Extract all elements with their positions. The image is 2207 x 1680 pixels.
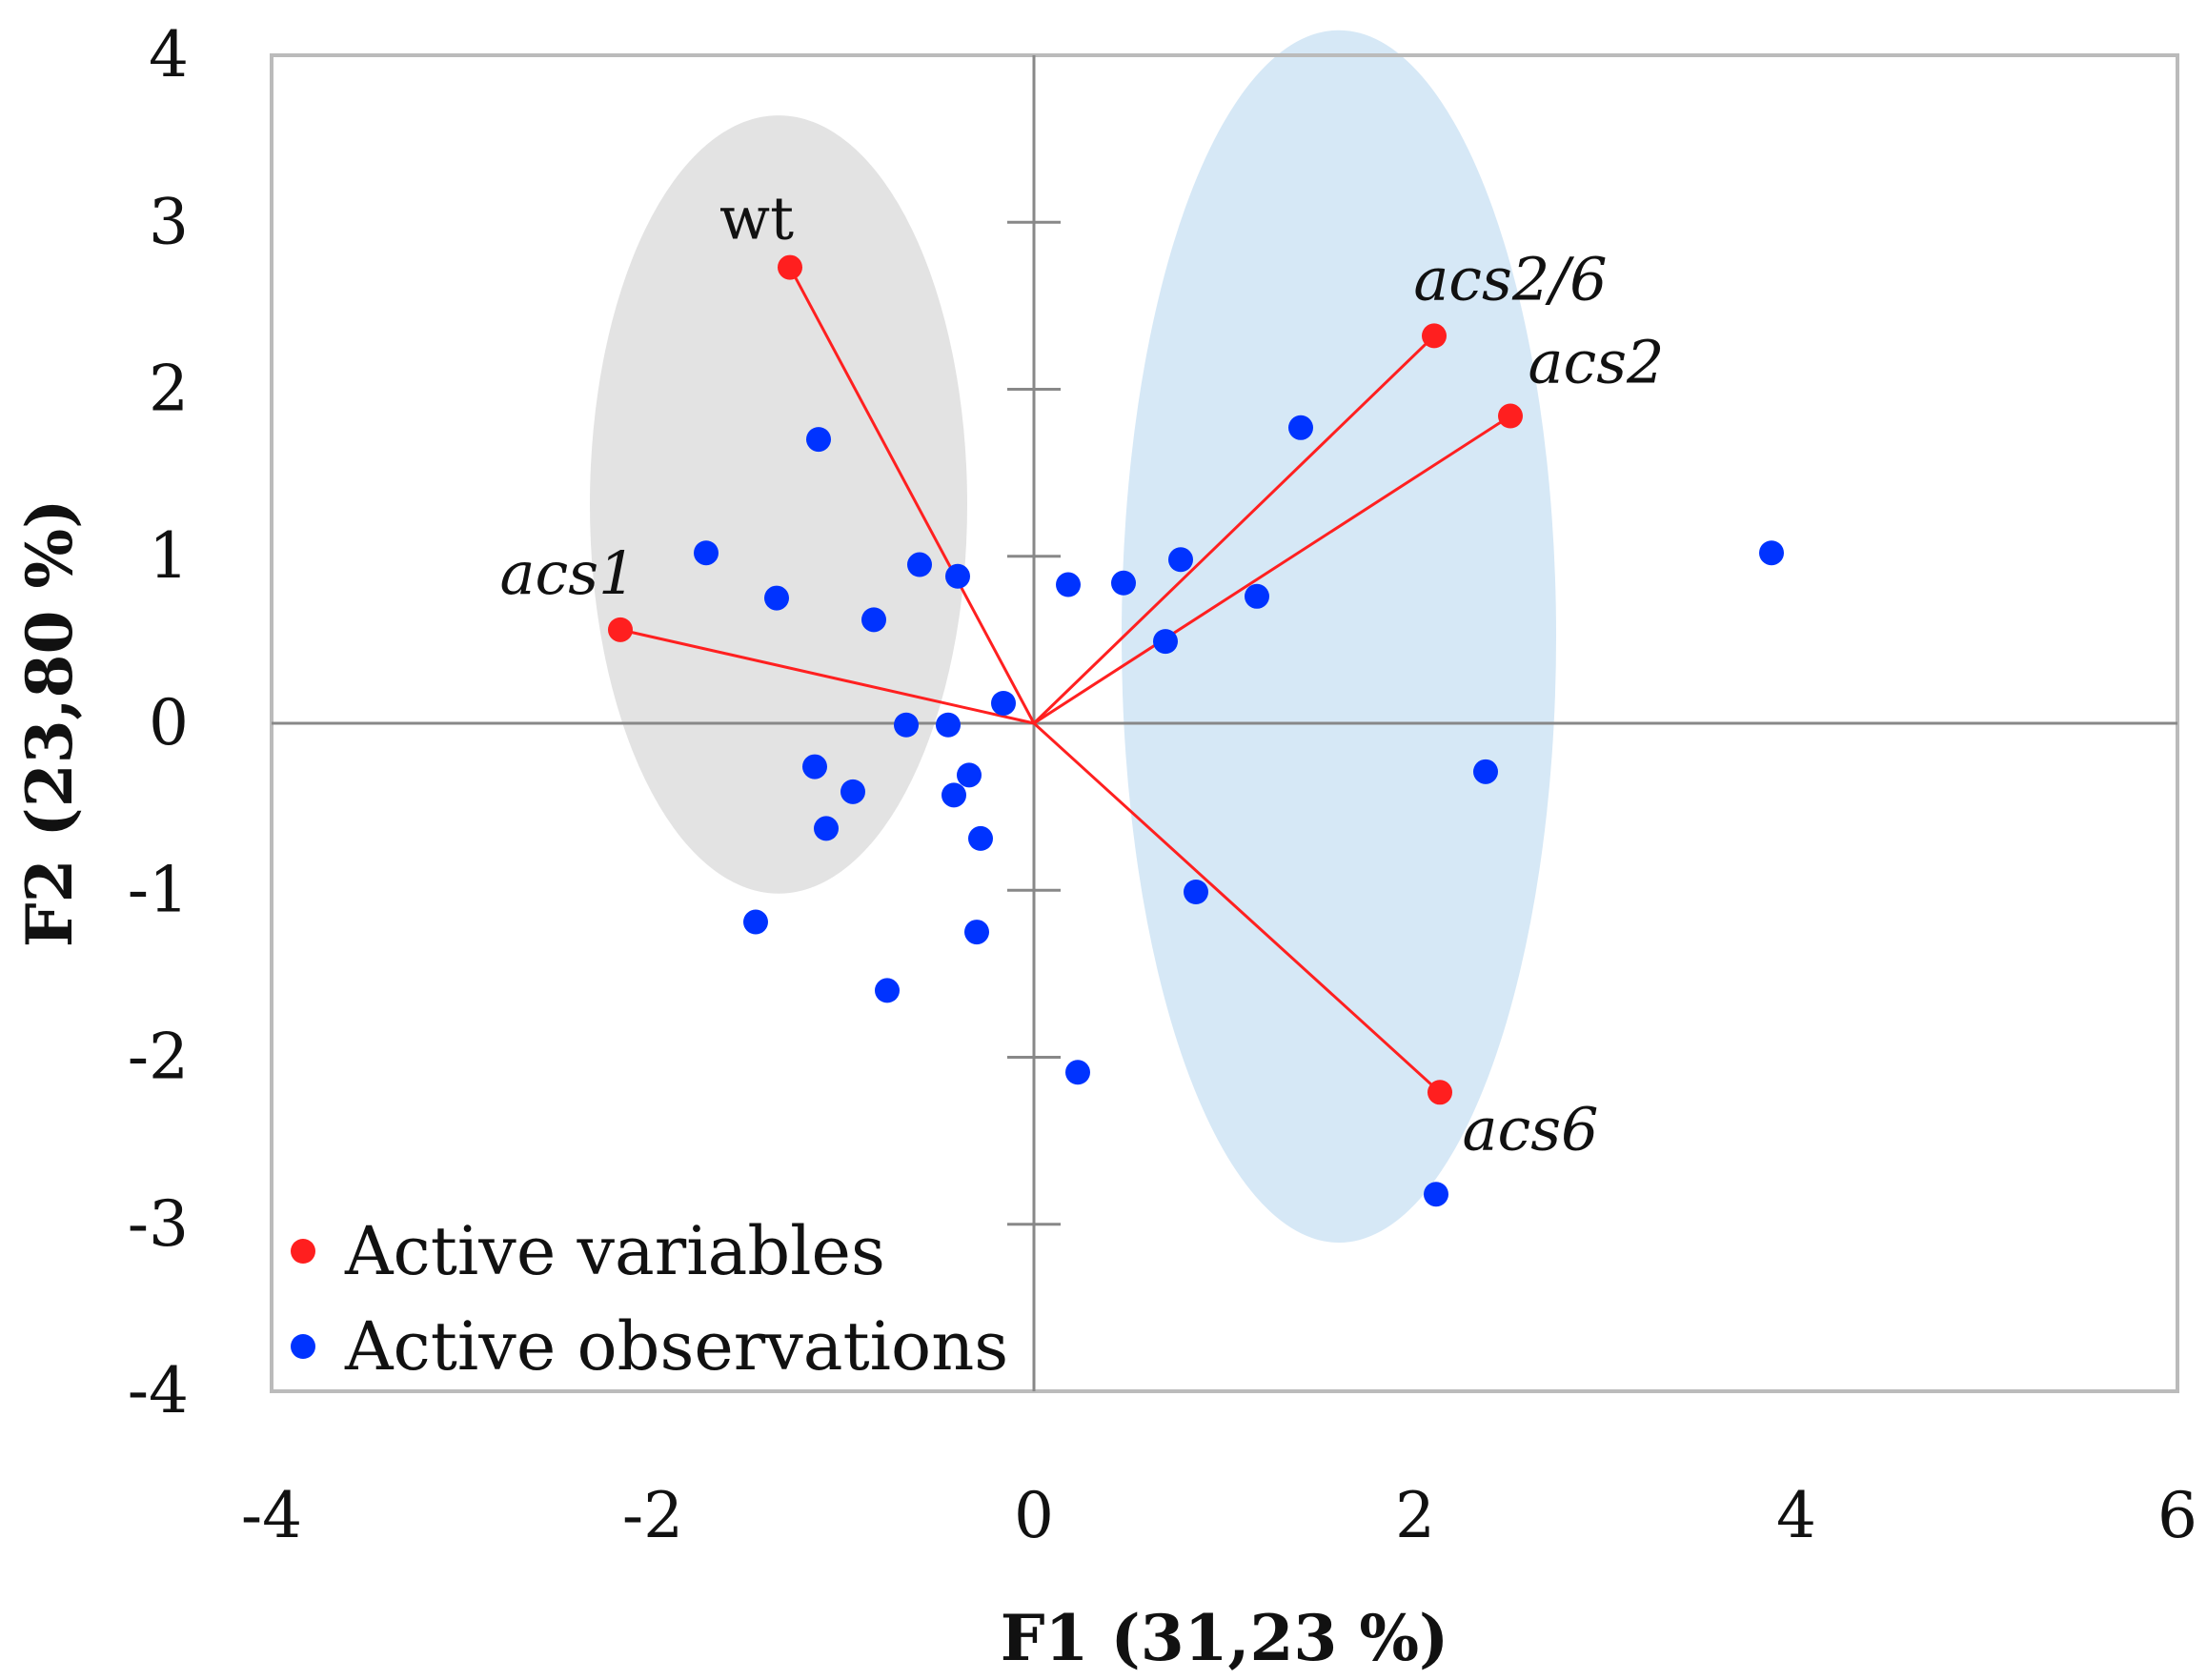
- x-tick-label: -4: [241, 1479, 302, 1552]
- y-axis-title: F2 (23,80 %): [12, 499, 87, 948]
- variable-point: [1498, 403, 1523, 429]
- group-ellipses: [590, 30, 1556, 1244]
- y-tick-label: 4: [149, 18, 189, 91]
- x-tick-label: 4: [1776, 1479, 1816, 1552]
- y-tick-label: -4: [128, 1354, 189, 1427]
- variable-label: acs2/6: [1413, 244, 1607, 314]
- observation-point: [802, 754, 827, 779]
- blue-group-ellipse: [1122, 30, 1556, 1244]
- observation-point: [861, 607, 886, 633]
- observation-point: [1153, 629, 1178, 655]
- y-tick-label: 2: [149, 353, 189, 426]
- legend-marker-observations: [291, 1334, 315, 1359]
- y-tick-label: 1: [149, 519, 189, 593]
- variable-vector: [619, 628, 1035, 725]
- observation-point: [875, 978, 900, 1003]
- observation-point: [991, 690, 1016, 716]
- x-tick-label: -2: [622, 1479, 683, 1552]
- x-axis-title: F1 (31,23 %): [1001, 1601, 1449, 1675]
- observation-point: [942, 782, 966, 808]
- variable-vector: [1032, 721, 1442, 1094]
- observation-point: [764, 585, 789, 611]
- y-tick-label: -1: [128, 853, 189, 926]
- observation-point: [1056, 572, 1081, 597]
- variable-point: [608, 617, 633, 642]
- observation-point: [1424, 1182, 1448, 1207]
- x-tick-label: 6: [2157, 1479, 2197, 1552]
- observation-point: [1759, 540, 1784, 566]
- observation-point: [694, 540, 719, 566]
- variable-label: acs1: [500, 538, 637, 608]
- observation-point: [907, 552, 932, 577]
- observation-point: [840, 779, 865, 804]
- y-tick-label: 3: [149, 185, 189, 258]
- variable-point: [778, 254, 802, 280]
- y-tick-label: 0: [149, 686, 189, 759]
- observation-point: [1245, 583, 1269, 609]
- observation-point: [1065, 1060, 1090, 1085]
- observation-point: [814, 816, 839, 841]
- tick-labels: -4 -2 0 2 4 6 -4 -3 -2 -1 0 1 2 3 4: [128, 18, 2197, 1552]
- observation-point: [936, 712, 961, 738]
- variable-labels: wt acs2/6 acs2 acs1 acs6: [500, 184, 1665, 1164]
- observation-points: [694, 415, 1784, 1207]
- observation-point: [1168, 547, 1193, 573]
- legend-marker-variables: [291, 1239, 315, 1264]
- observation-point: [1184, 880, 1208, 905]
- variable-vector: [1033, 415, 1511, 725]
- y-tick-label: -3: [128, 1187, 189, 1261]
- legend-label-variables: Active variables: [344, 1212, 885, 1290]
- variable-vector: [788, 266, 1036, 724]
- y-tick-label: -2: [128, 1021, 189, 1094]
- variable-label: acs2: [1529, 328, 1665, 397]
- x-tick-label: 0: [1014, 1479, 1054, 1552]
- variable-vectors: [619, 266, 1511, 1094]
- gray-group-ellipse: [590, 115, 967, 894]
- observation-point: [1111, 570, 1136, 596]
- variable-label: acs6: [1463, 1094, 1599, 1164]
- variable-point: [1427, 1080, 1452, 1105]
- observation-point: [968, 825, 993, 851]
- observation-point: [945, 563, 970, 589]
- legend: Active variables Active observations: [291, 1212, 1008, 1386]
- variable-point: [1422, 323, 1447, 349]
- legend-label-observations: Active observations: [344, 1307, 1008, 1386]
- variable-vector: [1032, 334, 1436, 725]
- observation-point: [743, 909, 768, 935]
- x-tick-label: 2: [1395, 1479, 1435, 1552]
- observation-point: [964, 920, 989, 945]
- observation-point: [894, 712, 919, 738]
- variable-label: wt: [719, 184, 794, 253]
- observation-point: [1288, 415, 1313, 440]
- observation-point: [1473, 759, 1498, 784]
- observation-point: [957, 762, 982, 788]
- observation-point: [806, 427, 831, 453]
- variable-points: [608, 254, 1523, 1105]
